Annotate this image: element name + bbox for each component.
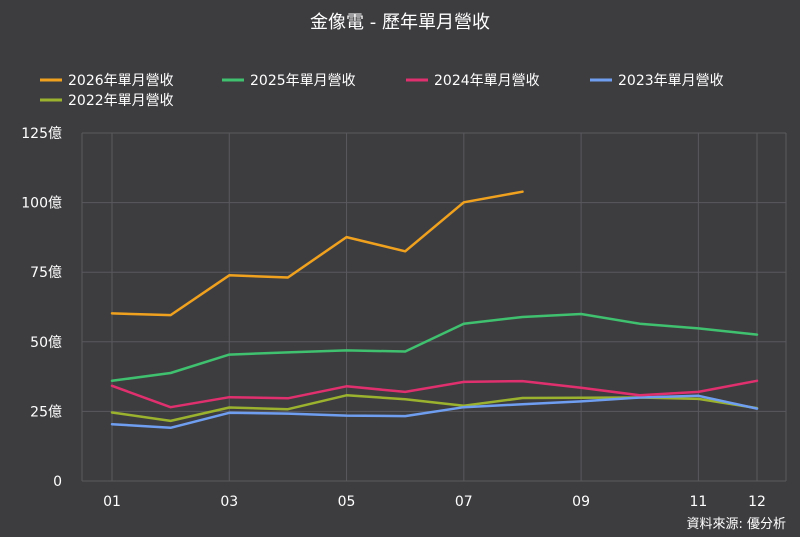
y-axis: 0 25億 50億 75億 100億 125億 <box>21 126 62 490</box>
x-tick-label: 03 <box>220 494 238 510</box>
chart-title: 金像電 - 歷年單月營收 <box>310 12 490 33</box>
x-tick-label: 11 <box>689 494 707 510</box>
series-line <box>110 190 524 317</box>
x-tick-label: 09 <box>572 494 590 510</box>
y-tick-label: 125億 <box>21 126 62 142</box>
series-line <box>110 394 759 430</box>
legend-item[interactable]: 2022年單月營收 <box>40 93 174 109</box>
legend-item[interactable]: 2024年單月營收 <box>406 73 540 89</box>
legend-item[interactable]: 2025年單月營收 <box>222 73 356 89</box>
series-line <box>110 379 759 409</box>
y-tick-label: 0 <box>53 474 62 490</box>
series-line <box>110 312 759 383</box>
x-axis: 01 03 05 07 09 11 12 <box>103 494 766 510</box>
y-tick-label: 100億 <box>21 196 62 212</box>
grid <box>81 132 787 482</box>
y-tick-label: 75億 <box>30 265 62 281</box>
legend-item[interactable]: 2023年單月營收 <box>590 73 724 89</box>
x-tick-label: 01 <box>103 494 121 510</box>
x-tick-label: 07 <box>455 494 473 510</box>
x-tick-label: 05 <box>338 494 356 510</box>
legend-label: 2025年單月營收 <box>250 73 356 89</box>
y-tick-label: 50億 <box>30 335 62 351</box>
plot-area <box>110 190 759 430</box>
legend-label: 2026年單月營收 <box>68 73 174 89</box>
legend-label: 2022年單月營收 <box>68 93 174 109</box>
source-text: 資料來源: 優分析 <box>686 517 786 532</box>
x-tick-label: 12 <box>748 494 766 510</box>
legend-label: 2024年單月營收 <box>434 73 540 89</box>
legend-item[interactable]: 2026年單月營收 <box>40 73 174 89</box>
legend-label: 2023年單月營收 <box>618 73 724 89</box>
y-tick-label: 25億 <box>30 404 62 420</box>
legend: 2026年單月營收 2025年單月營收 2024年單月營收 2023年單月營收 2022… <box>40 73 724 109</box>
